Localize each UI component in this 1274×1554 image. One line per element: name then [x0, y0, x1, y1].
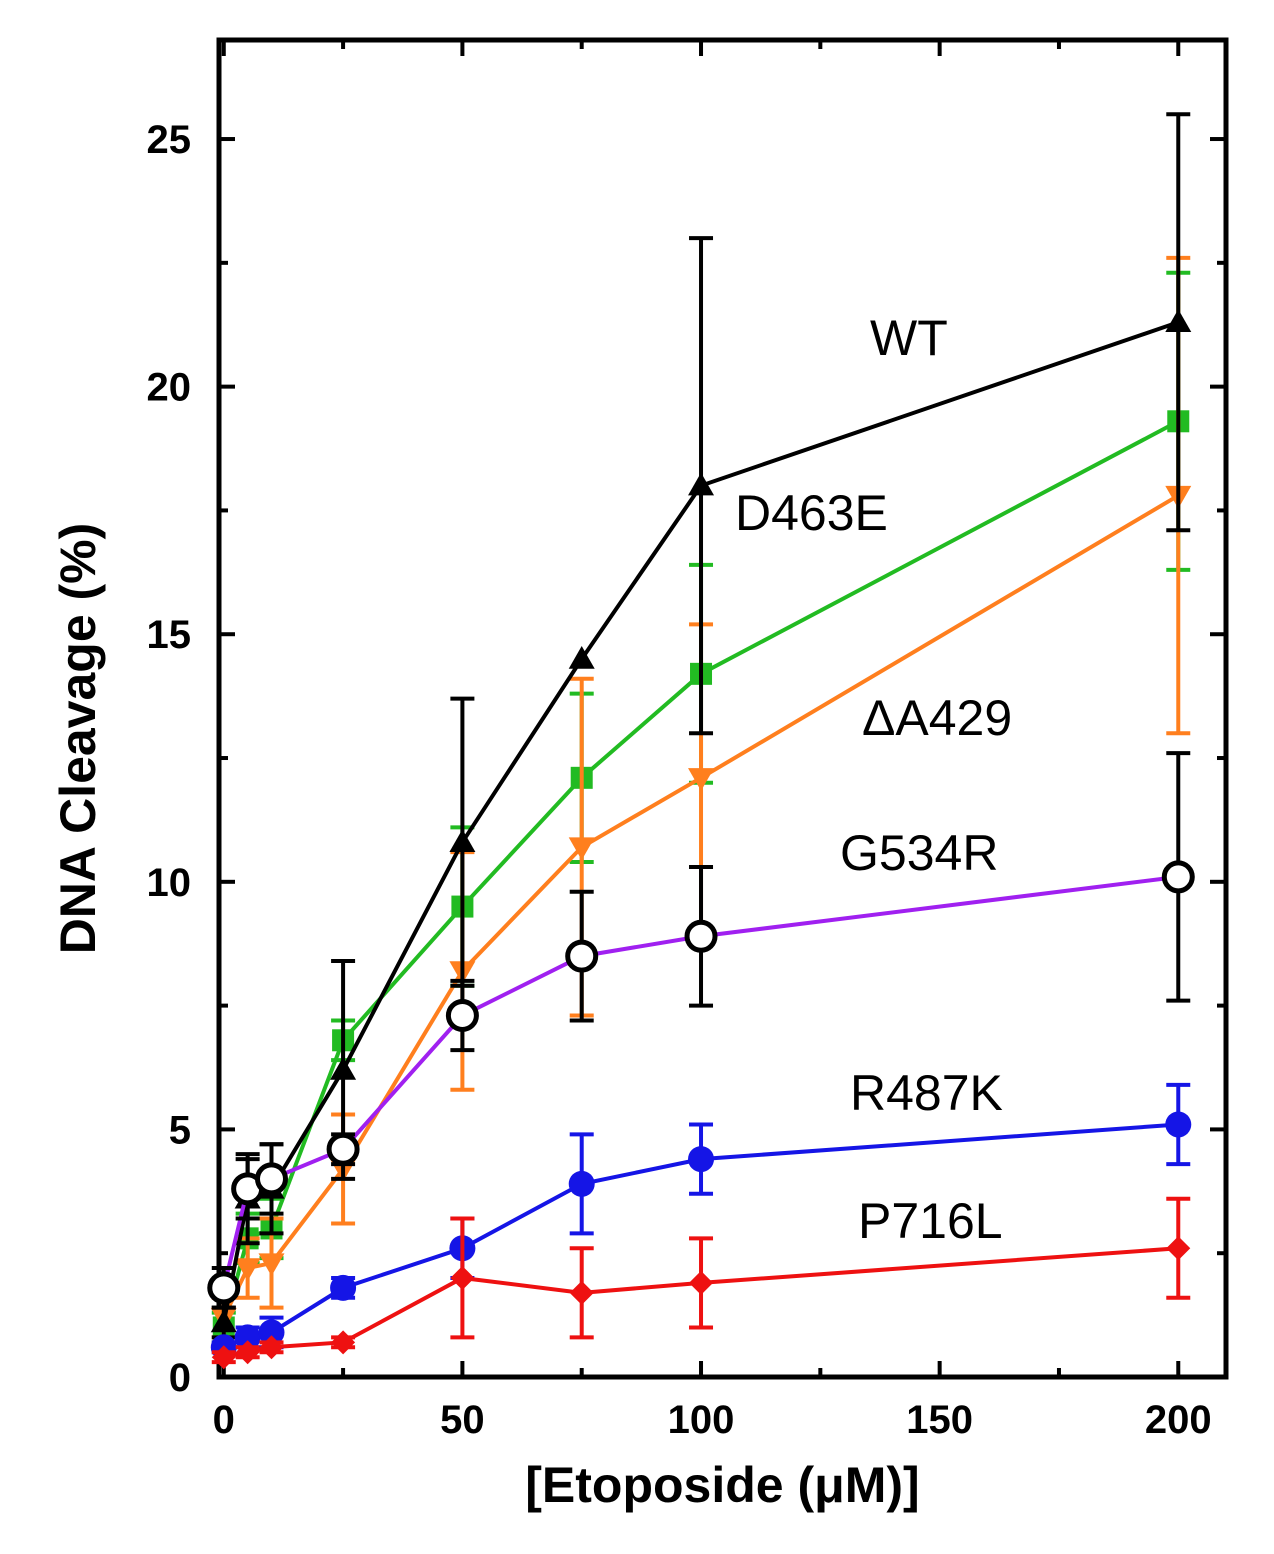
axes-layer: 0 50 100 150 200 0 5 10 15 20 25: [147, 40, 1227, 1442]
marker-circle: [688, 1146, 714, 1172]
label-layer: WT D463E ΔA429 G534R R487K P716L: [735, 310, 1012, 1249]
series-label: P716L: [858, 1193, 1003, 1249]
series-label: ΔA429: [862, 690, 1012, 746]
y-axis-label: DNA Cleavage (%): [50, 523, 106, 955]
marker-triangle: [569, 646, 595, 669]
y-tick-label: 5: [169, 1108, 191, 1152]
x-tick-label: 0: [213, 1398, 235, 1442]
x-tick-label: 200: [1145, 1398, 1212, 1442]
y-tick-label: 20: [147, 366, 192, 410]
series-label: WT: [870, 310, 948, 366]
marker-diamond: [570, 1281, 594, 1305]
marker-circle: [569, 1171, 595, 1197]
marker-triangle: [1165, 309, 1191, 332]
series-label: R487K: [850, 1065, 1003, 1121]
marker-triangle: [449, 829, 475, 852]
series-label: G534R: [840, 825, 998, 881]
marker-open-circle: [210, 1274, 238, 1302]
series-layer: [210, 114, 1193, 1369]
marker-open-circle: [257, 1165, 285, 1193]
x-tick-label: 50: [440, 1398, 485, 1442]
x-tick-label: 150: [906, 1398, 973, 1442]
y-tick-label: 25: [147, 118, 192, 162]
marker-circle: [330, 1275, 356, 1301]
marker-diamond: [1166, 1236, 1190, 1260]
marker-open-circle: [1164, 863, 1192, 891]
marker-open-circle: [687, 922, 715, 950]
y-tick-label: 15: [147, 613, 192, 657]
marker-diamond: [450, 1266, 474, 1290]
marker-open-circle: [568, 942, 596, 970]
y-tick-label: 10: [147, 861, 192, 905]
marker-open-circle: [329, 1135, 357, 1163]
marker-open-circle: [448, 1002, 476, 1030]
marker-diamond: [331, 1330, 355, 1354]
x-axis-label: [Etoposide (μM)]: [525, 1457, 919, 1513]
plot-frame: [219, 40, 1226, 1377]
y-tick-label: 0: [169, 1356, 191, 1400]
chart: 0 50 100 150 200 0 5 10 15 20 25 WT D463E ΔA429 G534R…: [0, 0, 1274, 1554]
x-tick-label: 100: [668, 1398, 735, 1442]
series-label: D463E: [735, 485, 888, 541]
marker-circle: [1165, 1111, 1191, 1137]
marker-diamond: [689, 1271, 713, 1295]
marker-triangle-down: [688, 768, 714, 791]
